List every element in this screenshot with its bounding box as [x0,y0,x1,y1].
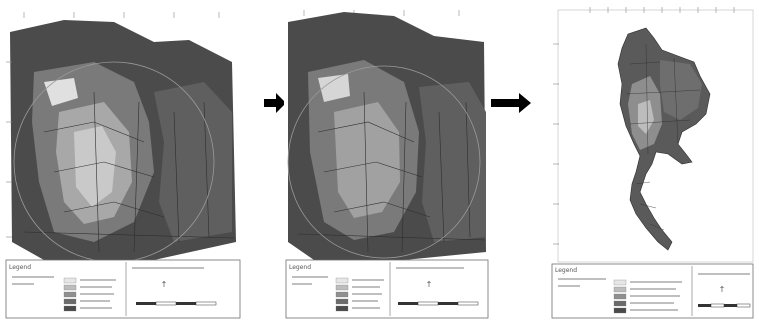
legend-box [5,259,241,319]
province-boundaries [625,43,701,231]
scale-bar [398,301,479,306]
legend-title: Legend [289,264,311,271]
legend-swatches [335,277,349,312]
central-lowland [638,100,654,134]
legend-box [551,263,754,319]
north-arrow-icon: ↑ [719,285,726,294]
highland-patch [44,78,78,106]
graticule-left [553,43,559,245]
map-frame [557,9,754,263]
legend-text-blur [292,267,464,309]
north-arrow-icon: ↑ [161,280,168,289]
map-panel-1: Legend ↑ [4,2,242,320]
lowland [334,102,400,218]
map-panel-3: Legend ↑ [550,4,755,320]
graticule-top [23,12,220,18]
eastern-plateau [154,82,232,242]
arrow-right-icon [491,92,531,114]
regional-terrain-map-2: Legend ↑ [284,2,490,320]
highland-patch [318,74,350,102]
northeast-plateau [660,60,702,120]
legend-box [285,259,489,319]
legend-swatches [63,277,77,312]
legend-swatches [613,279,627,314]
scale-bar [136,301,217,306]
regional-terrain-map-1: Legend ↑ [4,2,242,320]
district-boundaries [23,91,235,253]
legend-text-blur [12,267,204,309]
scale-bar [698,303,751,308]
map-panel-2: Legend ↑ [284,2,490,320]
legend-title: Legend [555,267,577,274]
legend-text-blur [558,273,750,311]
lowland-bright [74,126,116,207]
district-boundaries [297,91,487,253]
legend-title: Legend [9,264,31,271]
graticule-top [589,7,735,13]
graticule-left [6,61,12,238]
arrow-right-icon [264,92,286,114]
country-map: Legend ↑ [550,4,755,320]
north-arrow-icon: ↑ [426,280,433,289]
eastern-plateau [419,82,486,242]
focus-circle [287,65,481,259]
